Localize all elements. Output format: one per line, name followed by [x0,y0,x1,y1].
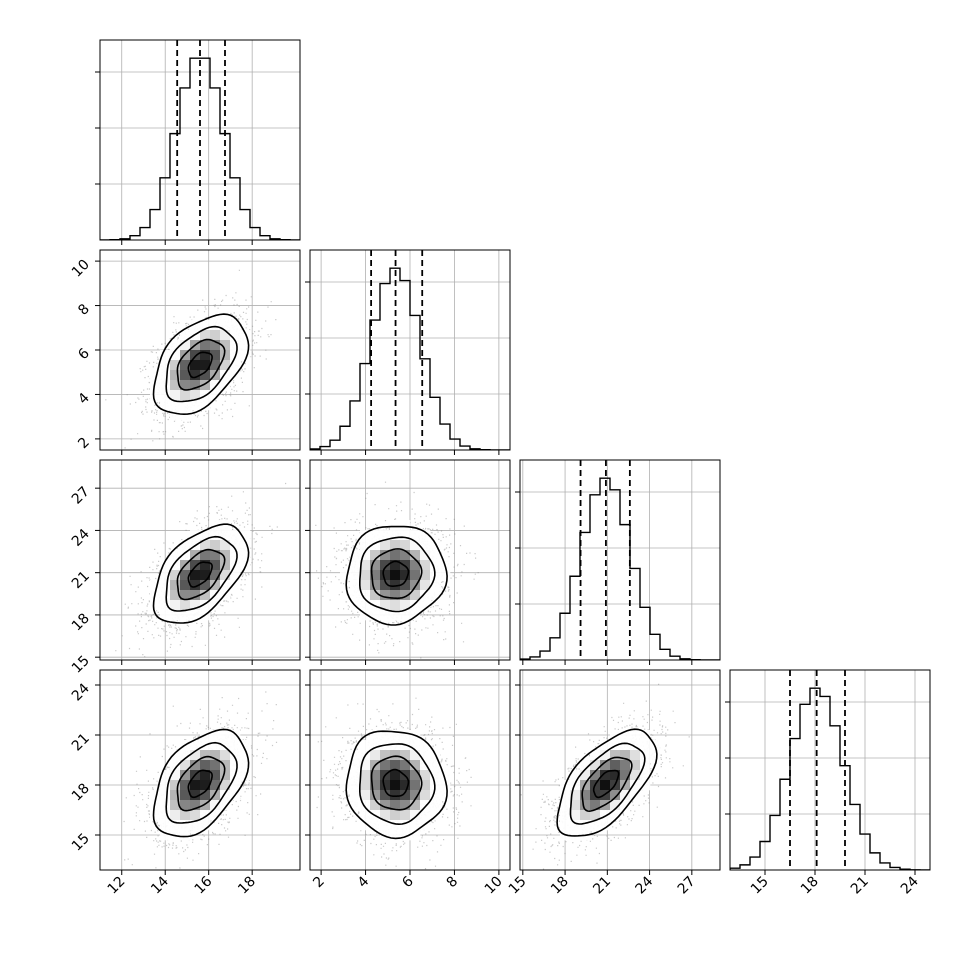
contour-3 [345,525,448,626]
x-tick-label: 2 [310,874,328,892]
histogram-step [100,57,300,240]
y-tick-label: 18 [69,610,93,634]
y-tick-label: 21 [69,731,93,755]
panel-3-1: 2 4 6 8 10 [305,669,511,898]
contour-3 [345,730,448,840]
contour-1 [176,338,226,391]
y-tick-label: 18 [69,781,93,805]
y-tick-label: 4 [75,390,93,408]
x-tick-label: 18 [235,874,259,898]
x-tick-label: 10 [482,874,506,898]
x-tick-label: 21 [848,874,872,898]
contour-0 [592,769,620,799]
x-tick-label: 4 [355,873,373,891]
contour-3 [152,523,250,624]
contour-0 [382,560,410,587]
x-tick-label: 18 [798,874,822,898]
x-tick-label: 18 [548,874,572,898]
y-tick-label: 24 [69,680,93,704]
contour-2 [569,742,646,825]
histogram-step [310,267,510,450]
histogram-step [520,477,720,660]
x-tick-label: 14 [148,873,172,897]
panel-2-1 [305,459,511,665]
y-tick-label: 27 [69,484,93,508]
x-tick-label: 21 [590,874,614,898]
contour-2 [359,536,436,613]
contour-1 [370,548,423,600]
contour-3 [556,728,658,837]
contour-1 [370,755,423,811]
y-tick-label: 24 [69,526,93,550]
contour-0 [187,769,213,799]
y-tick-label: 10 [69,257,93,281]
panel-2-0: 15 18 21 24 27 [69,459,301,677]
x-tick-label: 24 [898,873,922,897]
contour-0 [187,561,213,588]
contour-0 [187,351,213,379]
y-tick-label: 6 [75,345,93,363]
y-tick-label: 15 [69,831,93,855]
contour-3 [152,313,250,416]
x-tick-label: 24 [632,873,656,897]
x-tick-label: 8 [444,874,462,892]
contour-3 [152,728,250,838]
panel-3-3: 15 18 21 24 [725,669,931,898]
contour-0 [382,768,410,797]
y-tick-label: 21 [69,568,93,592]
panel-1-1 [305,249,511,455]
contour-1 [176,755,226,812]
x-tick-label: 16 [192,873,216,897]
panel-1-0: 2 4 6 8 10 [69,249,301,455]
y-tick-label: 8 [75,301,93,319]
x-tick-label: 15 [748,874,772,898]
histogram-step [730,687,930,870]
x-tick-label: 6 [399,873,417,891]
contour-2 [165,741,238,824]
x-tick-label: 12 [105,874,129,898]
y-tick-label: 2 [75,434,93,452]
y-tick-label: 15 [69,653,93,677]
contour-2 [359,743,436,826]
contour-2 [165,535,238,612]
x-tick-label: 27 [675,874,699,898]
panel-0-0 [95,39,301,245]
contour-1 [581,756,633,813]
x-tick-label: 15 [506,874,530,898]
panel-2-2 [515,459,721,665]
panel-3-0: 12 14 16 18 15 18 21 24 [69,669,301,898]
contour-2 [165,325,238,403]
contour-1 [176,548,226,601]
panel-3-2: 15 18 21 24 27 [506,669,721,898]
